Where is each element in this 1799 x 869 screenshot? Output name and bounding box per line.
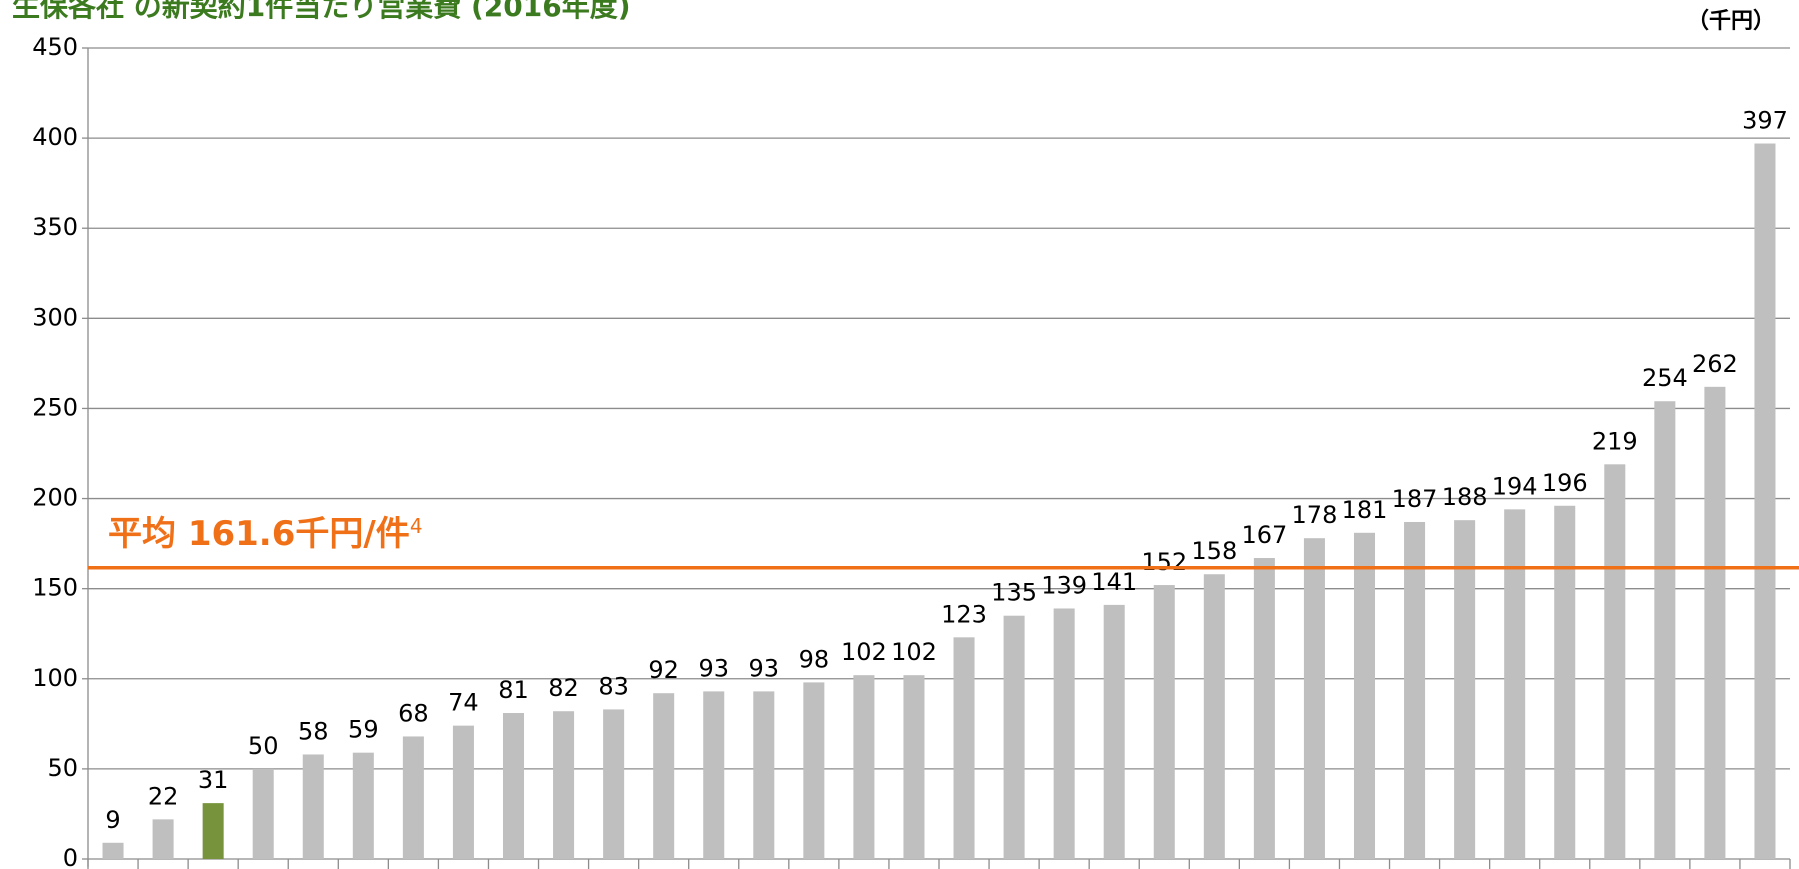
value-label: 98 (799, 645, 830, 673)
bar (1754, 143, 1776, 860)
average-text: 平均 161.6千円/件 (108, 513, 410, 553)
bar (502, 713, 525, 859)
value-label: 82 (548, 674, 579, 702)
bar (803, 682, 825, 859)
value-label: 167 (1241, 521, 1287, 549)
value-label: 158 (1191, 537, 1237, 565)
bar (953, 637, 975, 859)
bar (1704, 386, 1726, 859)
bar (1353, 532, 1376, 859)
bar (1554, 505, 1576, 859)
value-label: 262 (1692, 350, 1738, 378)
bar (653, 693, 675, 859)
bar (1053, 608, 1075, 859)
bar (102, 842, 124, 859)
y-tick-label: 150 (32, 574, 78, 602)
bar (1303, 538, 1325, 859)
bar (753, 691, 775, 859)
bar (553, 711, 575, 859)
bar (1103, 604, 1125, 859)
value-label: 196 (1542, 469, 1588, 497)
value-label: 135 (991, 579, 1037, 607)
value-label: 187 (1392, 485, 1438, 513)
bar (1253, 558, 1275, 859)
value-label: 254 (1642, 364, 1688, 392)
value-label: 102 (891, 638, 937, 666)
bar (703, 691, 725, 859)
y-tick-label: 350 (32, 213, 78, 241)
value-label: 141 (1091, 568, 1137, 596)
bar (853, 675, 875, 859)
y-tick-label: 50 (47, 754, 78, 782)
value-label: 178 (1292, 501, 1338, 529)
bar (1504, 509, 1526, 859)
bar (1003, 615, 1025, 859)
value-label: 123 (941, 600, 987, 628)
bar (302, 754, 324, 859)
bar (1203, 574, 1225, 859)
value-label: 181 (1342, 496, 1388, 524)
value-label: 59 (348, 716, 379, 744)
bar (1404, 521, 1426, 859)
bar (1604, 464, 1626, 859)
average-label: 平均 161.6千円/件4 (108, 513, 423, 553)
value-label: 139 (1041, 571, 1087, 599)
value-label: 188 (1442, 483, 1488, 511)
bar (152, 819, 174, 859)
value-label: 74 (448, 689, 479, 717)
y-tick-label: 450 (32, 33, 78, 61)
y-tick-label: 300 (32, 303, 78, 331)
unit-label: （千円） (1687, 9, 1775, 34)
bar (202, 803, 224, 859)
y-tick-label: 200 (32, 484, 78, 512)
average-note: 4 (410, 513, 423, 537)
value-label: 58 (298, 717, 329, 745)
value-label: 22 (148, 782, 179, 810)
value-label: 31 (198, 766, 229, 794)
value-label: 81 (498, 676, 529, 704)
bar (1153, 585, 1175, 859)
value-label: 93 (749, 654, 780, 682)
bar (352, 752, 374, 859)
bar (1654, 401, 1676, 859)
y-tick-label: 100 (32, 664, 78, 692)
chart-title: 生保各社 の新契約1件当たり営業費 (2016年度) (12, 0, 631, 23)
value-label: 397 (1742, 107, 1788, 135)
value-label: 219 (1592, 427, 1638, 455)
bar (903, 675, 925, 859)
bar (1454, 520, 1476, 859)
value-label: 93 (698, 654, 729, 682)
value-label: 50 (248, 732, 279, 760)
value-label: 9 (105, 806, 120, 834)
y-tick-label: 0 (63, 844, 78, 869)
bar (603, 709, 625, 859)
value-label: 152 (1141, 548, 1187, 576)
value-label: 194 (1492, 472, 1538, 500)
value-label: 102 (841, 638, 887, 666)
y-tick-label: 400 (32, 123, 78, 151)
value-label: 83 (598, 672, 629, 700)
value-label: 92 (648, 656, 679, 684)
y-tick-label: 250 (32, 393, 78, 421)
bar (402, 736, 424, 859)
bar (452, 725, 474, 859)
bar (252, 768, 274, 859)
value-label: 68 (398, 699, 429, 727)
